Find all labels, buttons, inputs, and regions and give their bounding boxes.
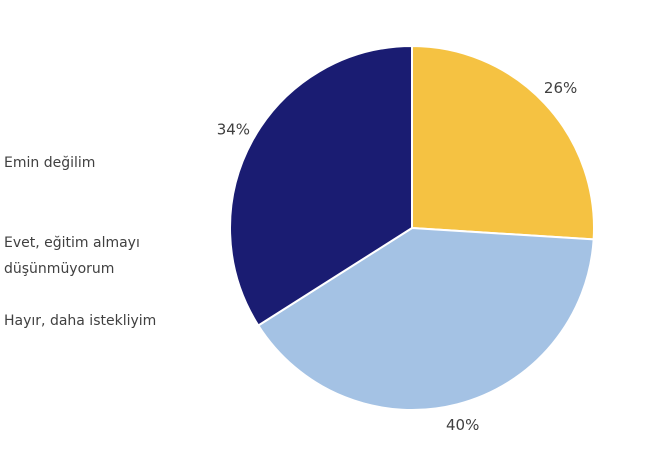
pie-slice bbox=[411, 44, 595, 241]
legend-entry: Evet, eğitim almayı düşünmüyorum bbox=[4, 235, 140, 277]
data-label: 26% bbox=[544, 79, 577, 97]
pie-slice bbox=[229, 44, 413, 327]
data-label: 34% bbox=[217, 120, 250, 138]
legend-entry: Hayır, daha istekliyim bbox=[4, 313, 157, 329]
legend-entry: Emin değilim bbox=[4, 155, 96, 171]
data-label: 40% bbox=[446, 416, 479, 434]
